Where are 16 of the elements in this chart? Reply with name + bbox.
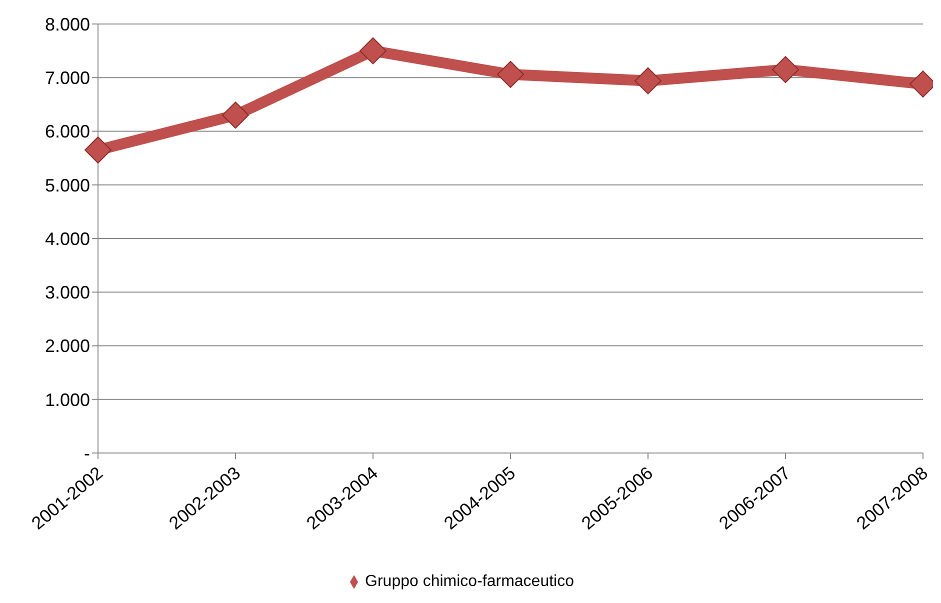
point bbox=[222, 102, 249, 129]
y-tick-label: 5.000 bbox=[44, 175, 90, 196]
point bbox=[772, 56, 799, 84]
y-tick-label: 3.000 bbox=[44, 282, 90, 303]
point bbox=[84, 136, 112, 164]
y-tick-label: - bbox=[84, 443, 90, 464]
y-tick-label: 6.000 bbox=[44, 122, 90, 142]
y-tick-label: 8.000 bbox=[44, 14, 90, 34]
point bbox=[634, 67, 662, 94]
y-tick-label: 1.000 bbox=[44, 390, 90, 410]
y-tick-label: 2.000 bbox=[44, 336, 90, 356]
y-tick-label: 7.000 bbox=[44, 68, 90, 88]
legend-label: Gruppo chimico-farmaceutico bbox=[365, 573, 574, 590]
point bbox=[497, 60, 524, 88]
point bbox=[360, 37, 386, 64]
y-tick-label: 4.000 bbox=[44, 228, 90, 249]
